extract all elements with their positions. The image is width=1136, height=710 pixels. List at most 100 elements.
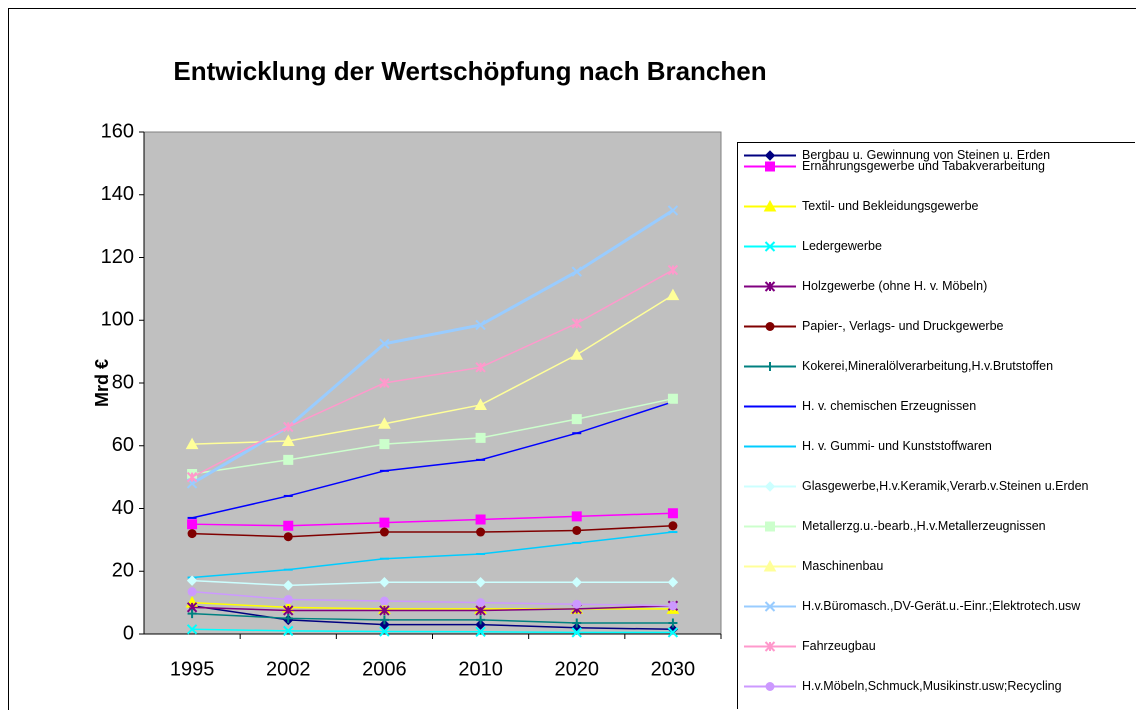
data-point [572,525,582,535]
legend-marker [764,241,776,252]
data-point [475,432,486,443]
legend-swatch [744,241,796,252]
legend-label: H.v.Büromasch.,DV-Gerät.u.-Einr.;Elektro… [802,599,1081,613]
plot-area [143,131,722,635]
legend-label: H.v.Möbeln,Schmuck,Musikinstr.usw;Recycl… [802,679,1062,693]
data-point [667,577,679,588]
data-point [667,508,678,519]
legend-label: Bergbau u. Gewinnung von Steinen u. Erde… [802,148,1051,162]
series-line [191,401,674,519]
data-point [283,625,294,637]
data-point [475,605,486,616]
legend-swatch [744,199,796,212]
legend-label: H. v. chemischen Erzeugnissen [802,399,977,413]
x-tick-label: 2020 [555,658,600,680]
legend-label: Fahrzeugbau [802,639,876,653]
legend-marker [765,682,775,691]
legend-marker [764,481,776,492]
data-point [187,519,198,530]
legend-marker [763,559,777,572]
data-point [572,618,582,628]
legend-swatch [744,362,796,371]
legend-item: H.v.Möbeln,Schmuck,Musikinstr.usw;Recycl… [742,679,1136,694]
data-point [283,520,294,531]
legend-marker [764,601,776,612]
series-line [192,628,673,634]
data-point [571,511,582,522]
data-point [185,437,199,450]
data-point [572,599,582,609]
x-tick-label: 2002 [266,658,311,680]
legend-marker [763,199,777,212]
data-point [379,626,390,637]
y-tick-label: 120 [101,246,134,268]
legend-swatch [744,150,796,161]
legend-item: Maschinenbau [742,559,1136,574]
data-point [283,605,294,616]
data-point [283,421,294,433]
data-point [571,414,582,425]
x-tick-label: 2030 [651,658,696,680]
data-point [667,627,679,638]
data-point [666,288,680,301]
series-line [191,269,674,478]
data-point [571,266,582,277]
legend-item: Glasgewerbe,H.v.Keramik,Verarb.v.Steinen… [742,479,1136,494]
data-point [186,575,198,586]
legend-swatch [744,682,796,691]
data-point [379,517,390,528]
y-tick-label: 100 [101,309,134,331]
data-point [668,618,678,628]
legend-item: H. v. chemischen Erzeugnissen [742,399,1136,414]
legend-swatch [744,445,796,448]
data-point [187,609,197,619]
x-tick-label: 2010 [458,658,503,680]
series-line [192,294,674,445]
y-axis-label: Mrd € [92,359,112,407]
data-point [187,529,197,539]
y-tick-label: 140 [101,183,134,205]
legend-swatch [744,405,796,408]
legend-item: Fahrzeugbau [742,639,1136,654]
legend-marker [764,150,776,161]
y-tick-label: 60 [112,434,134,456]
legend-label: Maschinenbau [802,559,884,573]
data-point [570,348,584,360]
data-point [379,615,389,625]
legend-marker [764,641,776,652]
legend-label: Ernährungsgewerbe und Tabakverarbeitung [802,159,1045,173]
y-tick-label: 0 [123,622,134,644]
series-line [192,612,673,624]
legend-marker [765,521,775,532]
series-line [191,209,674,485]
legend-label: H. v. Gummi- und Kunststoffwaren [802,439,992,453]
data-point [378,417,391,429]
legend-swatch [744,521,796,532]
x-tick-label: 1995 [170,658,215,680]
data-point [667,205,679,216]
data-point [571,627,582,638]
data-point [668,601,678,611]
legend-item: Metallerzg.u.-bearb.,H.v.Metallerzeugnis… [742,519,1136,534]
series-line [192,579,673,587]
legend-label: Textil- und Bekleidungsgewerbe [802,199,979,213]
data-point [283,594,293,604]
data-point [379,605,390,616]
legend-swatch [744,161,796,172]
legend-item: Holzgewerbe (ohne H. v. Möbeln) [742,279,1136,294]
data-point [667,264,679,276]
legend-swatch [744,281,796,292]
data-point [571,577,582,588]
legend-item: H.v.Büromasch.,DV-Gerät.u.-Einr.;Elektro… [742,599,1136,614]
data-point [475,577,486,588]
data-point [283,532,293,542]
data-point [668,521,678,531]
legend-swatch [744,481,796,492]
series-line [192,525,673,538]
data-point [476,527,486,537]
data-point [283,454,294,465]
legend: Bergbau u. Gewinnung von Steinen u. Erde… [737,142,1135,709]
legend-swatch [744,322,796,331]
data-point [475,619,486,630]
data-point [281,434,295,447]
